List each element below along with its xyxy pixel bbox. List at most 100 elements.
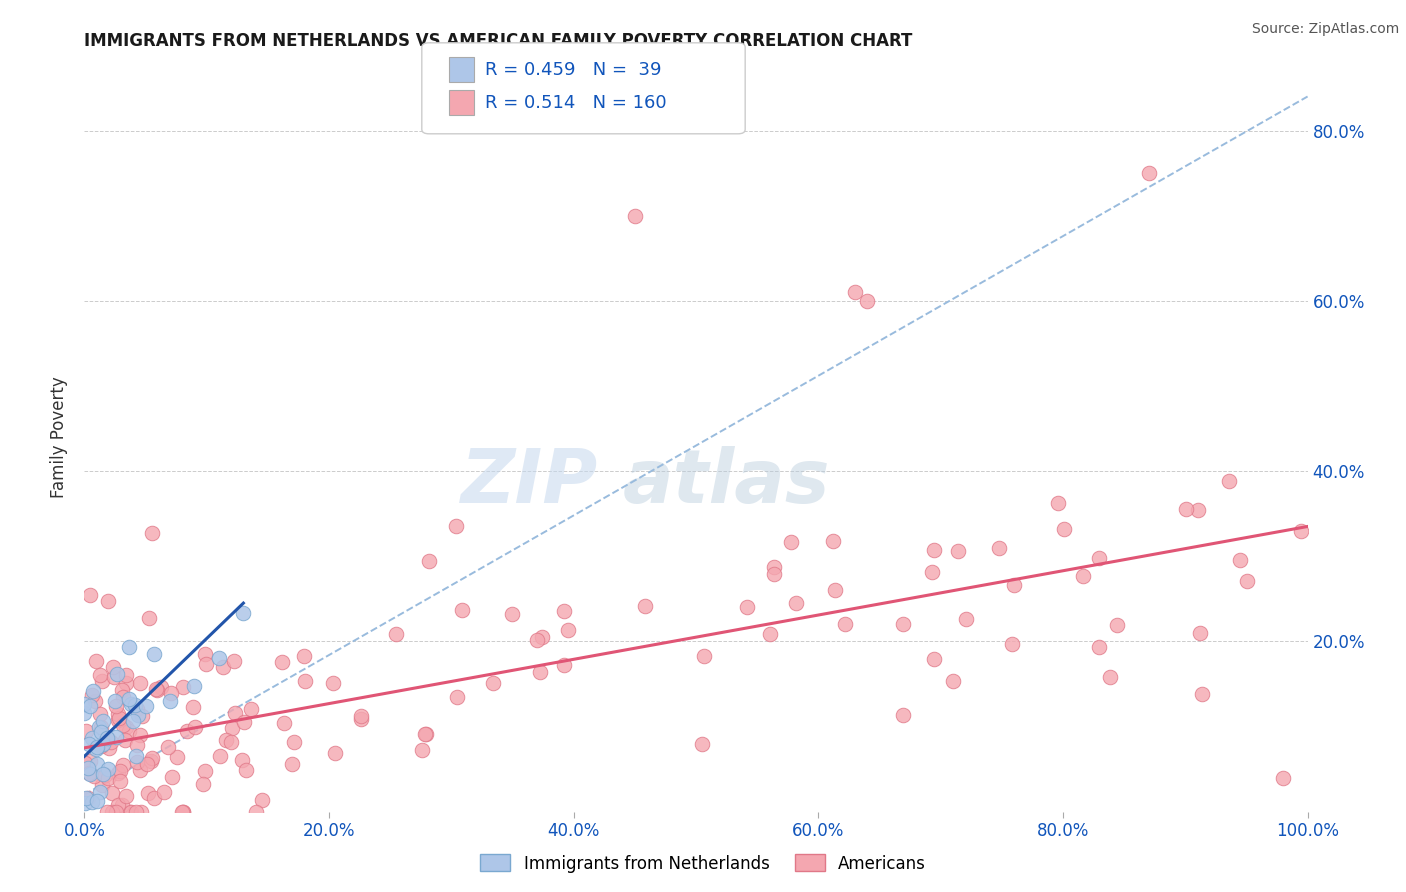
Point <box>86 794 108 808</box>
Point <box>214 733 236 747</box>
Point <box>183 679 205 693</box>
Point <box>86 654 108 668</box>
Point <box>844 285 866 300</box>
Point <box>107 765 129 780</box>
Point <box>105 730 128 744</box>
Point <box>91 737 114 751</box>
Point <box>1071 569 1094 583</box>
Point <box>114 720 136 734</box>
Point <box>153 785 176 799</box>
Text: Source: ZipAtlas.com: Source: ZipAtlas.com <box>1251 22 1399 37</box>
Point <box>118 691 141 706</box>
Point <box>1187 503 1209 517</box>
Point <box>97 771 120 785</box>
Point <box>1272 771 1295 785</box>
Point <box>501 607 523 621</box>
Point <box>103 670 125 684</box>
Point <box>75 796 97 810</box>
Point <box>89 667 111 681</box>
Point <box>76 790 98 805</box>
Point <box>90 720 112 734</box>
Point <box>125 701 148 715</box>
Point <box>135 698 157 713</box>
Point <box>111 690 134 704</box>
Text: R = 0.514   N = 160: R = 0.514 N = 160 <box>485 94 666 112</box>
Point <box>1189 626 1212 640</box>
Point <box>209 749 232 764</box>
Point <box>922 652 945 666</box>
Point <box>160 686 183 700</box>
Point <box>1107 617 1129 632</box>
Point <box>129 728 152 742</box>
Point <box>1053 522 1076 536</box>
Point <box>553 604 575 618</box>
Point <box>122 714 145 728</box>
Point <box>240 702 263 716</box>
Point <box>821 534 844 549</box>
Point <box>77 766 100 780</box>
Point <box>1174 502 1197 516</box>
Point <box>77 761 100 775</box>
Point <box>415 727 437 741</box>
Point <box>91 778 114 792</box>
Point <box>444 519 467 533</box>
Point <box>125 755 148 769</box>
Point <box>763 560 786 574</box>
Point <box>141 754 163 768</box>
Point <box>90 673 112 688</box>
Point <box>112 718 135 732</box>
Point <box>955 612 977 626</box>
Point <box>141 751 163 765</box>
Point <box>100 735 122 749</box>
Legend: Immigrants from Netherlands, Americans: Immigrants from Netherlands, Americans <box>474 847 932 880</box>
Point <box>231 753 253 767</box>
Point <box>131 709 153 723</box>
Point <box>212 660 235 674</box>
Point <box>120 805 142 819</box>
Point <box>124 698 146 712</box>
Point <box>233 714 256 729</box>
Point <box>834 616 856 631</box>
Point <box>145 682 167 697</box>
Point <box>172 805 194 819</box>
Point <box>160 770 183 784</box>
Point <box>80 688 103 702</box>
Point <box>922 542 945 557</box>
Point <box>166 750 188 764</box>
Point <box>294 674 316 689</box>
Point <box>114 732 136 747</box>
Point <box>224 706 246 720</box>
Point <box>283 734 305 748</box>
Point <box>75 790 97 805</box>
Point <box>80 731 103 745</box>
Point <box>87 720 110 734</box>
Point <box>138 611 160 625</box>
Point <box>281 757 304 772</box>
Point <box>526 632 548 647</box>
Point <box>97 762 120 776</box>
Point <box>73 697 96 711</box>
Point <box>107 711 129 725</box>
Point <box>1088 640 1111 655</box>
Point <box>136 757 159 772</box>
Point <box>942 674 965 689</box>
Point <box>89 739 111 753</box>
Point <box>270 655 292 669</box>
Point <box>127 707 149 722</box>
Point <box>75 723 97 738</box>
Point <box>91 767 114 781</box>
Point <box>824 582 846 597</box>
Point <box>191 776 214 790</box>
Text: R = 0.459   N =  39: R = 0.459 N = 39 <box>485 61 662 78</box>
Point <box>1046 496 1069 510</box>
Point <box>129 805 152 819</box>
Point <box>411 742 433 756</box>
Point <box>758 627 780 641</box>
Point <box>194 764 217 779</box>
Point <box>96 731 118 745</box>
Point <box>156 739 179 754</box>
Point <box>97 740 120 755</box>
Point <box>118 640 141 654</box>
Point <box>107 706 129 721</box>
Point <box>96 805 118 819</box>
